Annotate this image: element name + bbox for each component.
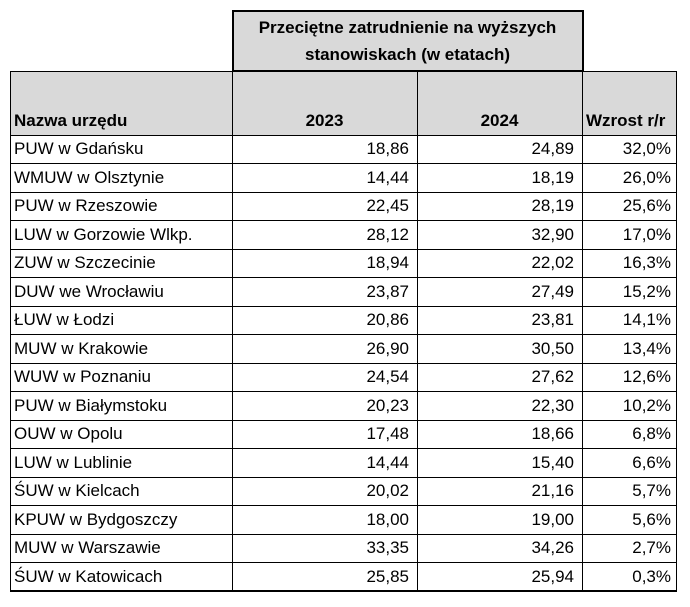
table-row: LUW w Gorzowie Wlkp. 28,12 32,90 17,0%	[10, 220, 677, 250]
value-2024: 30,50	[417, 334, 583, 364]
table-row: MUW w Krakowie 26,90 30,50 13,4%	[10, 334, 677, 364]
table-row: PUW w Białymstoku 20,23 22,30 10,2%	[10, 391, 677, 421]
value-2023: 18,00	[232, 505, 418, 535]
value-2024: 34,26	[417, 533, 583, 563]
office-name: DUW we Wrocławiu	[10, 277, 233, 307]
value-2023: 18,94	[232, 248, 418, 278]
value-2023: 20,23	[232, 391, 418, 421]
growth-value: 32,0%	[582, 134, 677, 164]
value-2023: 14,44	[232, 448, 418, 478]
office-name: OUW w Opolu	[10, 419, 233, 449]
office-name: PUW w Gdańsku	[10, 134, 233, 164]
value-2023: 24,54	[232, 362, 418, 392]
table-row: OUW w Opolu 17,48 18,66 6,8%	[10, 419, 677, 449]
value-2024: 27,49	[417, 277, 583, 307]
table-row: MUW w Warszawie 33,35 34,26 2,7%	[10, 533, 677, 563]
office-name: ŁUW w Łodzi	[10, 305, 233, 335]
growth-value: 13,4%	[582, 334, 677, 364]
office-name: KPUW w Bydgoszczy	[10, 505, 233, 535]
value-2023: 14,44	[232, 163, 418, 193]
table-row: WMUW w Olsztynie 14,44 18,19 26,0%	[10, 163, 677, 193]
growth-value: 0,3%	[582, 562, 677, 592]
growth-value: 6,6%	[582, 448, 677, 478]
growth-value: 5,6%	[582, 505, 677, 535]
employment-table: Przeciętne zatrudnienie na wyższych stan…	[10, 10, 677, 592]
value-2023: 25,85	[232, 562, 418, 592]
growth-value: 25,6%	[582, 191, 677, 221]
growth-value: 26,0%	[582, 163, 677, 193]
value-2024: 25,94	[417, 562, 583, 592]
value-2023: 17,48	[232, 419, 418, 449]
office-name: MUW w Krakowie	[10, 334, 233, 364]
value-2024: 18,66	[417, 419, 583, 449]
col-header-2024: 2024	[417, 70, 583, 136]
growth-value: 16,3%	[582, 248, 677, 278]
value-2024: 22,02	[417, 248, 583, 278]
office-name: ŚUW w Kielcach	[10, 476, 233, 506]
growth-value: 17,0%	[582, 220, 677, 250]
office-name: WMUW w Olsztynie	[10, 163, 233, 193]
col-header-growth: Wzrost r/r	[582, 70, 677, 136]
table-row: PUW w Rzeszowie 22,45 28,19 25,6%	[10, 191, 677, 221]
blank-corner-left	[11, 11, 233, 71]
office-name: PUW w Rzeszowie	[10, 191, 233, 221]
col-header-office-name: Nazwa urzędu	[10, 70, 233, 136]
value-2023: 28,12	[232, 220, 418, 250]
value-2024: 23,81	[417, 305, 583, 335]
office-name: ZUW w Szczecinie	[10, 248, 233, 278]
table-row: ŁUW w Łodzi 20,86 23,81 14,1%	[10, 305, 677, 335]
col-header-2023: 2023	[232, 70, 418, 136]
value-2024: 27,62	[417, 362, 583, 392]
office-name: WUW w Poznaniu	[10, 362, 233, 392]
value-2024: 22,30	[417, 391, 583, 421]
header-row: Nazwa urzędu 2023 2024 Wzrost r/r	[10, 70, 677, 136]
office-name: PUW w Białymstoku	[10, 391, 233, 421]
value-2024: 15,40	[417, 448, 583, 478]
value-2023: 18,86	[232, 134, 418, 164]
value-2023: 22,45	[232, 191, 418, 221]
growth-value: 5,7%	[582, 476, 677, 506]
office-name: ŚUW w Katowicach	[10, 562, 233, 592]
value-2024: 24,89	[417, 134, 583, 164]
table-row: WUW w Poznaniu 24,54 27,62 12,6%	[10, 362, 677, 392]
value-2023: 26,90	[232, 334, 418, 364]
value-2024: 21,16	[417, 476, 583, 506]
office-name: LUW w Lublinie	[10, 448, 233, 478]
growth-value: 12,6%	[582, 362, 677, 392]
table-row: KPUW w Bydgoszczy 18,00 19,00 5,6%	[10, 505, 677, 535]
office-name: MUW w Warszawie	[10, 533, 233, 563]
table-row: ŚUW w Katowicach 25,85 25,94 0,3%	[10, 562, 677, 592]
table-title: Przeciętne zatrudnienie na wyższych stan…	[231, 10, 584, 72]
table-row: ŚUW w Kielcach 20,02 21,16 5,7%	[10, 476, 677, 506]
value-2023: 33,35	[232, 533, 418, 563]
table-row: DUW we Wrocławiu 23,87 27,49 15,2%	[10, 277, 677, 307]
growth-value: 6,8%	[582, 419, 677, 449]
table-row: PUW w Gdańsku 18,86 24,89 32,0%	[10, 134, 677, 164]
value-2023: 20,02	[232, 476, 418, 506]
growth-value: 15,2%	[582, 277, 677, 307]
value-2023: 23,87	[232, 277, 418, 307]
value-2024: 19,00	[417, 505, 583, 535]
title-row: Przeciętne zatrudnienie na wyższych stan…	[11, 10, 677, 72]
table-row: LUW w Lublinie 14,44 15,40 6,6%	[10, 448, 677, 478]
office-name: LUW w Gorzowie Wlkp.	[10, 220, 233, 250]
growth-value: 14,1%	[582, 305, 677, 335]
growth-value: 2,7%	[582, 533, 677, 563]
value-2024: 32,90	[417, 220, 583, 250]
value-2024: 18,19	[417, 163, 583, 193]
growth-value: 10,2%	[582, 391, 677, 421]
blank-corner-right	[583, 11, 677, 71]
value-2024: 28,19	[417, 191, 583, 221]
value-2023: 20,86	[232, 305, 418, 335]
table-row: ZUW w Szczecinie 18,94 22,02 16,3%	[10, 248, 677, 278]
